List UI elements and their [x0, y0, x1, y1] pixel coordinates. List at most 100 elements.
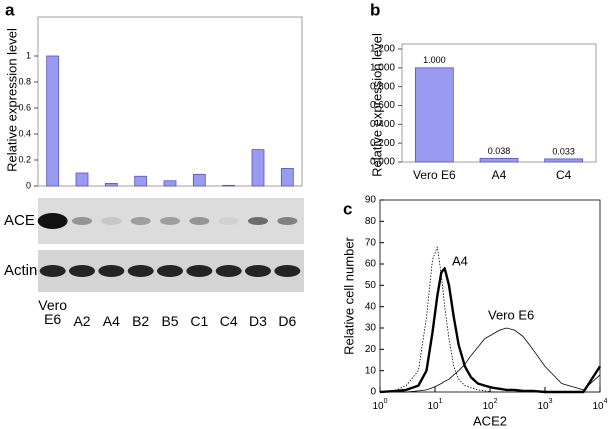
y-tick-label: 40	[365, 301, 377, 312]
y-tick-label: 1.000	[370, 62, 395, 73]
x-tick-label: A4	[102, 313, 120, 329]
bar	[104, 182, 118, 187]
blot-band	[98, 265, 125, 277]
y-tick-label: 0.6	[18, 102, 31, 112]
x-tick-exponent: 0	[384, 398, 388, 405]
blot-band	[274, 265, 301, 277]
blot-band	[72, 217, 92, 225]
y-tick-label: 0.600	[370, 100, 395, 111]
blot-band	[248, 217, 268, 225]
bar	[222, 184, 236, 187]
x-tick-base: 10	[482, 401, 494, 412]
bar	[280, 168, 294, 187]
y-tick-label: 0	[26, 180, 31, 190]
blot-band	[189, 217, 210, 225]
y-tick-label: 1.200	[370, 44, 395, 55]
y-tick-label: 30	[365, 323, 377, 334]
y-tick-label: 0.400	[370, 119, 395, 130]
bar	[134, 175, 148, 187]
blot-band	[186, 265, 213, 277]
bar	[544, 158, 584, 163]
panel-letter: a	[5, 0, 15, 19]
y-tick-label: 1	[26, 50, 31, 60]
x-tick-label: B2	[132, 313, 150, 329]
x-tick-base: 10	[427, 401, 439, 412]
plot-frame	[379, 199, 601, 393]
y-tick-label: 20	[365, 344, 377, 355]
bar	[479, 158, 519, 163]
x-tick-exponent: 2	[494, 398, 498, 405]
x-tick-label: 103	[537, 398, 552, 412]
x-tick-label: 104	[592, 398, 607, 412]
y-tick-label: 0.000	[370, 157, 395, 168]
y-tick-label: 50	[365, 280, 377, 291]
y-tick-label: 60	[365, 259, 377, 270]
y-tick-label: 70	[365, 237, 377, 248]
blot-label: ACE	[4, 212, 35, 229]
x-tick-label: C1	[190, 313, 209, 329]
y-axis-label: Relative cell number	[341, 236, 356, 354]
histogram-line	[379, 267, 602, 394]
panel-letter: c	[343, 199, 352, 218]
blot-band	[218, 217, 239, 225]
x-tick-label: C4	[219, 313, 238, 329]
annotation: A4	[452, 253, 468, 268]
y-tick-label: 0.200	[370, 138, 395, 149]
blot-band	[69, 265, 95, 277]
x-tick-label: D3	[249, 313, 267, 329]
value-label: 1.000	[423, 55, 446, 65]
x-tick-label: 102	[482, 398, 497, 412]
y-axis-label: Relative expression level	[369, 33, 384, 177]
y-axis-label: Relative expression level	[4, 28, 19, 172]
x-tick-exponent: 4	[604, 398, 608, 405]
blot-band	[39, 265, 66, 277]
blot-label: Actin	[4, 262, 37, 279]
value-label: 0.038	[488, 146, 511, 156]
annotation: Vero E6	[488, 307, 534, 322]
bar	[46, 55, 60, 187]
blot-band	[101, 217, 122, 225]
x-tick-label: B5	[161, 313, 179, 329]
blot-band	[37, 213, 68, 229]
x-tick-label: D6	[278, 313, 297, 329]
x-tick-label: A2	[73, 313, 91, 329]
bar	[192, 173, 206, 187]
y-tick-label: 0.800	[370, 81, 395, 92]
y-tick-label: 0	[370, 387, 376, 398]
y-tick-label: 80	[365, 216, 377, 227]
x-tick-base: 10	[537, 401, 549, 412]
x-tick-exponent: 1	[439, 398, 443, 405]
blot-band	[130, 217, 151, 225]
x-tick-label: 101	[427, 398, 442, 412]
x-tick-base: 10	[372, 401, 384, 412]
blot-band	[245, 265, 271, 277]
y-tick-label: 0.2	[18, 154, 31, 164]
histogram-line	[380, 327, 601, 393]
x-axis-label: ACE2	[473, 413, 507, 428]
value-label: 0.033	[552, 146, 575, 156]
x-tick-label: 100	[372, 398, 387, 412]
bar	[251, 149, 265, 187]
bar	[414, 67, 454, 163]
bar	[75, 172, 89, 187]
x-tick-label: Vero E6	[413, 168, 456, 182]
blot-band	[157, 265, 183, 277]
y-tick-label: 10	[365, 365, 377, 376]
x-tick-base: 10	[592, 401, 604, 412]
y-tick-label: 90	[365, 195, 377, 206]
y-tick-label: 0.4	[18, 128, 31, 138]
blot-band	[160, 217, 180, 225]
x-tick-exponent: 3	[549, 398, 553, 405]
blot-band	[215, 265, 242, 277]
panel-letter: b	[370, 0, 380, 19]
blot-band	[277, 217, 298, 225]
histogram-line	[379, 246, 600, 393]
blot-band	[127, 265, 154, 277]
bar	[163, 180, 177, 187]
x-tick-label: C4	[556, 168, 572, 182]
x-tick-label: Vero E6	[38, 297, 68, 327]
y-tick-label: 0.8	[18, 76, 31, 86]
